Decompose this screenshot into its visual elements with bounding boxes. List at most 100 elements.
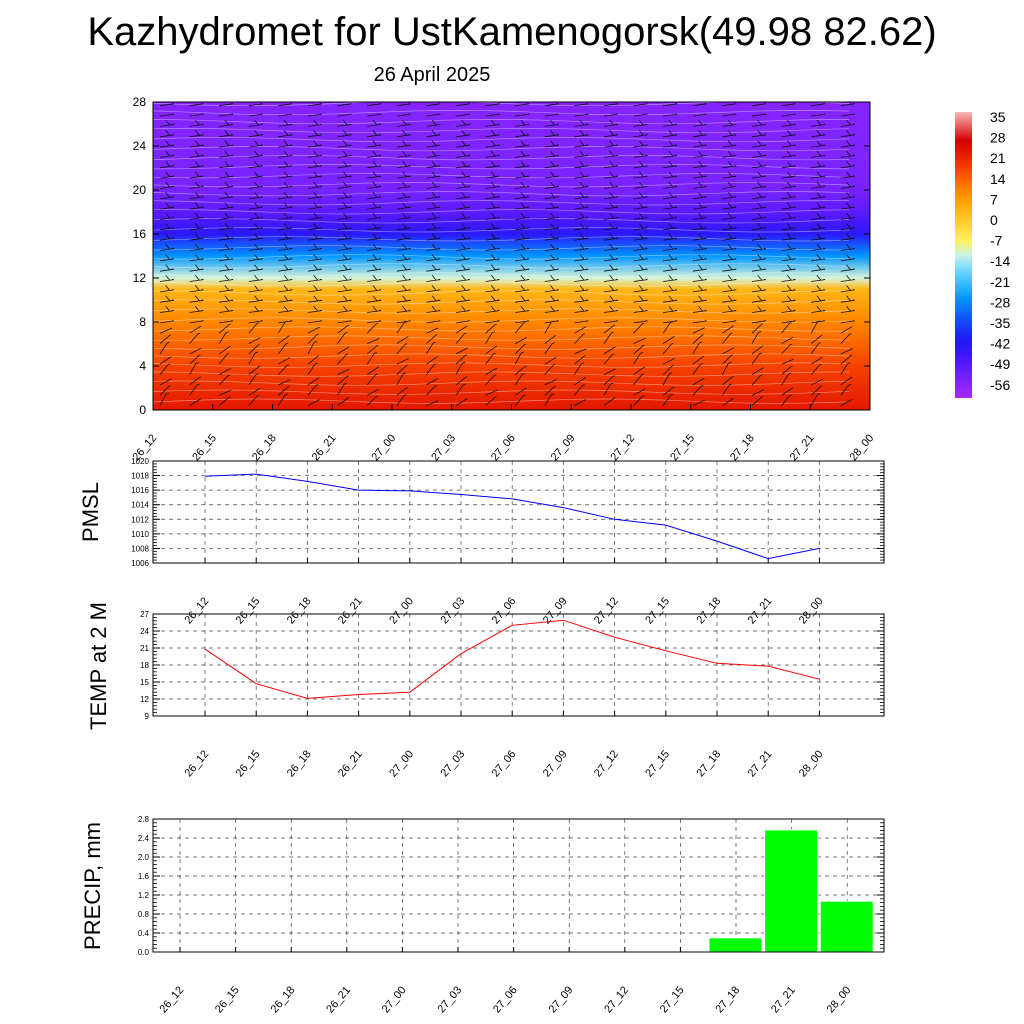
wind-barb xyxy=(426,243,441,251)
wind-barb xyxy=(455,398,468,406)
wind-barb xyxy=(455,243,470,251)
wind-barb xyxy=(692,243,707,251)
wind-barb xyxy=(603,397,616,406)
wind-barb xyxy=(751,171,766,179)
wind-barb xyxy=(722,354,734,365)
wind-barb xyxy=(337,223,352,231)
xtick-label: 27_18 xyxy=(728,432,757,463)
wind-barb xyxy=(692,356,705,365)
wind-barb xyxy=(337,113,352,117)
wind-barb xyxy=(485,119,500,127)
wind-barb xyxy=(663,223,678,231)
wind-barb xyxy=(307,140,322,148)
xtick-label: 28_00 xyxy=(847,432,876,463)
xtick-label: 26_18 xyxy=(250,432,279,463)
xtick-label: 27_06 xyxy=(490,595,519,626)
wind-barb xyxy=(455,223,470,231)
wind-barb xyxy=(248,130,263,138)
wind-barb xyxy=(337,324,349,334)
wind-barb xyxy=(189,161,204,169)
wind-barb xyxy=(159,285,174,293)
xtick-label: 27_12 xyxy=(608,432,637,463)
ytick-label: 15 xyxy=(140,678,149,687)
wind-barb xyxy=(781,150,796,158)
wind-barb xyxy=(840,140,855,148)
wind-barb xyxy=(455,212,470,220)
wind-barb xyxy=(751,150,766,158)
wind-barb xyxy=(781,320,796,324)
wind-barb xyxy=(366,352,377,365)
wind-barb xyxy=(307,113,322,117)
wind-barb xyxy=(603,254,618,262)
wind-barb xyxy=(218,374,230,386)
wind-barb xyxy=(159,202,174,210)
wind-barb xyxy=(485,320,500,324)
wind-barb xyxy=(485,130,500,138)
wind-barb xyxy=(219,305,234,313)
wind-barb xyxy=(811,254,826,262)
wind-barb xyxy=(337,254,352,262)
wind-barb xyxy=(840,326,853,334)
wind-barb xyxy=(574,223,589,231)
wind-barb xyxy=(811,130,826,138)
xtick-label: 27_03 xyxy=(429,432,458,463)
wind-barb xyxy=(603,223,618,231)
wind-barb xyxy=(455,181,470,189)
wind-barb xyxy=(840,150,855,158)
wind-barb xyxy=(544,150,559,158)
wind-barb xyxy=(455,202,470,210)
wind-barb xyxy=(426,119,441,127)
wind-barb xyxy=(219,130,234,138)
wind-barb xyxy=(781,264,796,272)
wind-barb xyxy=(485,285,500,293)
wind-barb xyxy=(278,103,293,107)
wind-barb xyxy=(278,320,293,324)
wind-barb xyxy=(366,323,378,334)
wind-barb xyxy=(367,223,382,231)
xtick-label: 26_12 xyxy=(182,748,211,779)
wind-barb xyxy=(159,171,174,179)
wind-barb xyxy=(515,305,530,313)
wind-barb xyxy=(633,388,646,396)
wind-barb xyxy=(219,264,234,272)
wind-barb xyxy=(426,305,441,313)
wind-barb xyxy=(396,394,407,406)
xtick-label: 27_15 xyxy=(668,432,697,463)
wind-barb xyxy=(751,305,766,313)
wind-barb xyxy=(337,212,352,220)
wind-barb xyxy=(633,295,648,303)
contour-line xyxy=(153,281,850,287)
wind-barb xyxy=(426,378,438,386)
wind-barb xyxy=(307,362,318,375)
wind-barb xyxy=(337,368,350,375)
contour-line xyxy=(153,254,850,260)
wind-barb xyxy=(337,305,352,313)
wind-barb xyxy=(603,233,618,241)
contour-line xyxy=(153,362,850,368)
wind-barb xyxy=(396,320,411,324)
wind-barb xyxy=(633,130,648,138)
wind-barb xyxy=(633,344,645,355)
colorbar-label: 7 xyxy=(990,191,998,207)
wind-barb xyxy=(544,274,559,282)
wind-barb xyxy=(485,389,498,396)
wind-barb xyxy=(840,119,855,127)
wind-barb xyxy=(337,320,352,324)
wind-barb xyxy=(455,305,470,313)
xtick-label: 26_18 xyxy=(285,595,314,626)
wind-barb xyxy=(367,161,382,169)
wind-barb xyxy=(337,243,352,251)
wind-barb xyxy=(810,364,822,375)
wind-barb xyxy=(574,181,589,189)
wind-barb xyxy=(337,161,352,169)
ytick-label: 0.4 xyxy=(138,929,150,938)
wind-barb xyxy=(515,233,530,241)
wind-barb xyxy=(455,354,467,365)
wind-barb xyxy=(574,355,586,365)
wind-barb xyxy=(278,386,290,396)
wind-barb xyxy=(544,103,559,107)
wind-barb xyxy=(307,150,322,158)
wind-barb xyxy=(692,399,705,406)
wind-barb xyxy=(603,192,618,200)
wind-barb xyxy=(189,223,204,231)
